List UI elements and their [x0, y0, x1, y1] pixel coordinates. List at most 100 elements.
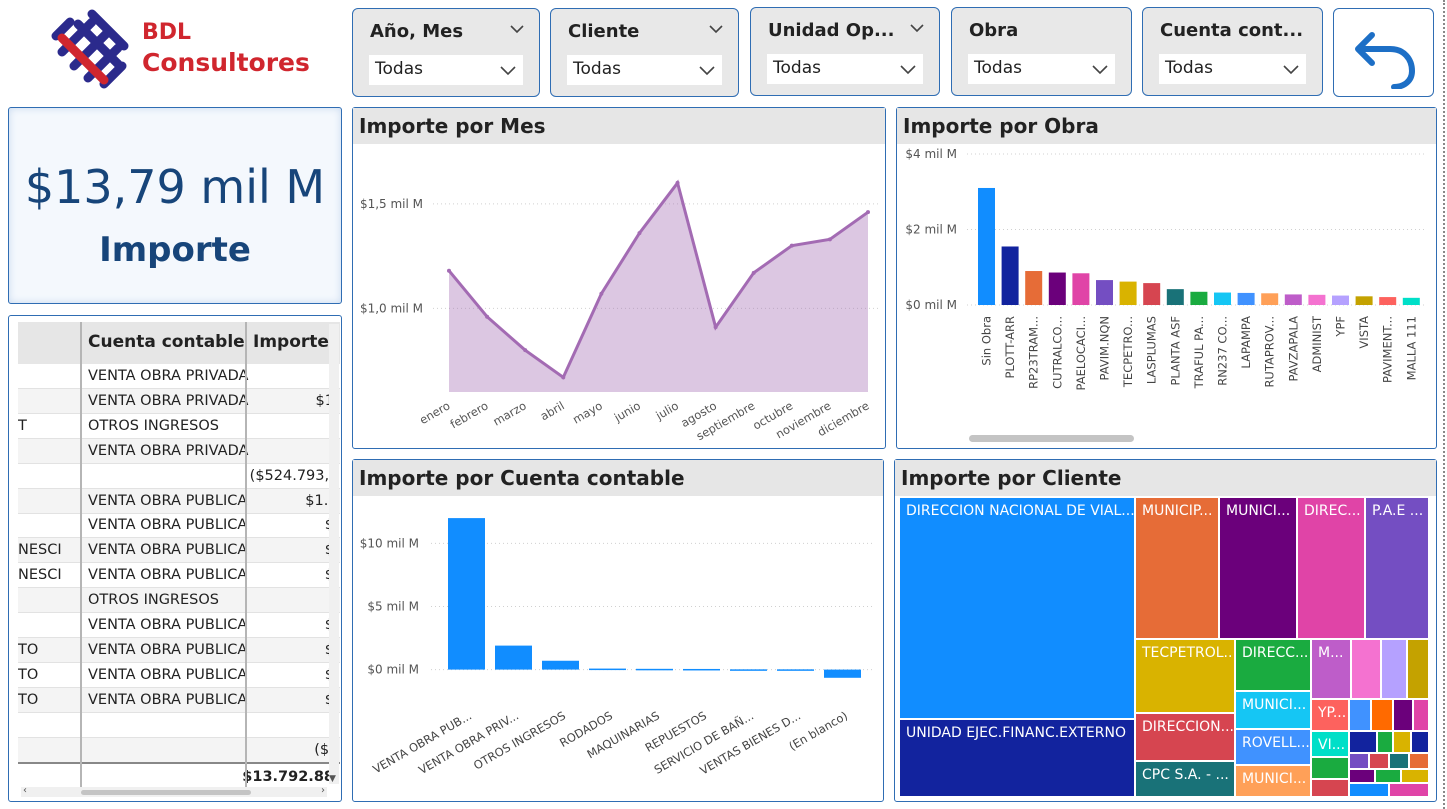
bar[interactable]	[1072, 273, 1090, 305]
filter-unidad-operativa[interactable]: Unidad Op... Todas	[750, 7, 940, 96]
treemap-cell[interactable]	[1402, 770, 1430, 784]
treemap-cell[interactable]: YP...	[1312, 700, 1350, 732]
treemap-cell[interactable]: M...	[1312, 640, 1352, 700]
filter-cuenta-contable[interactable]: Cuenta cont... Todas	[1142, 7, 1323, 96]
chevron-down-icon[interactable]	[1282, 60, 1300, 78]
chart-importe-por-mes[interactable]: Importe por Mes $1,0 mil M $1,5 mil M ener…	[352, 107, 886, 449]
table-row[interactable]: VENTA OBRA PRIVADA	[18, 438, 340, 464]
horizontal-scrollbar[interactable]	[969, 435, 1134, 442]
scroll-down-icon[interactable]: ▼	[329, 774, 336, 784]
treemap-cell[interactable]: DIRECCION NACIONAL DE VIAL...	[900, 498, 1136, 720]
treemap-cell[interactable]: MUNICI...	[1220, 498, 1298, 640]
bar[interactable]	[1119, 281, 1137, 305]
bar[interactable]	[1308, 294, 1326, 305]
table-row[interactable]: T OTROS INGRESOS	[18, 414, 340, 439]
data-point[interactable]	[485, 314, 490, 319]
bar[interactable]	[1261, 293, 1279, 305]
data-point[interactable]	[713, 325, 718, 330]
treemap-cell[interactable]: DIRECCION...	[1136, 714, 1236, 762]
treemap-cell[interactable]	[1390, 784, 1430, 798]
chevron-down-icon[interactable]	[909, 20, 925, 36]
chart-importe-por-cliente[interactable]: Importe por Cliente DIRECCION NACIONAL D…	[894, 459, 1437, 802]
data-point[interactable]	[827, 237, 832, 242]
treemap-cell[interactable]: UNIDAD EJEC.FINANC.EXTERNO	[900, 720, 1136, 798]
filter-obra[interactable]: Obra Todas	[951, 7, 1132, 96]
filter-ano-mes[interactable]: Año, Mes Todas	[352, 8, 540, 97]
data-point[interactable]	[866, 210, 870, 215]
treemap-cell[interactable]	[1350, 754, 1370, 770]
table-row[interactable]: VENTA OBRA PRIVADA $1	[18, 388, 340, 414]
bar[interactable]	[542, 660, 579, 670]
bar[interactable]	[1379, 297, 1397, 305]
data-point[interactable]	[599, 291, 604, 296]
treemap-cell[interactable]	[1412, 732, 1430, 754]
importe-table[interactable]: Cuenta contable Importe ▲ VENTA OBRA PRI…	[8, 315, 342, 802]
data-point[interactable]	[751, 270, 756, 275]
treemap[interactable]: DIRECCION NACIONAL DE VIAL... UNIDAD EJE…	[900, 498, 1430, 798]
chevron-down-icon[interactable]	[899, 60, 917, 78]
series-area[interactable]	[449, 182, 868, 392]
treemap-cell[interactable]: MUNICI...	[1236, 692, 1312, 730]
data-point[interactable]	[637, 231, 642, 236]
treemap-cell[interactable]	[1372, 700, 1394, 732]
chart-importe-por-cuenta[interactable]: Importe por Cuenta contable $0 mil M $5 m…	[352, 459, 884, 802]
column-header-importe[interactable]: Importe	[253, 332, 329, 352]
bar[interactable]	[1096, 280, 1113, 305]
horizontal-scrollbar-thumb[interactable]	[81, 790, 251, 795]
series-line[interactable]	[447, 179, 869, 380]
table-viewport[interactable]: Cuenta contable Importe ▲ VENTA OBRA PRI…	[18, 322, 340, 792]
treemap-cell[interactable]: MUNICI...	[1236, 766, 1312, 798]
bar[interactable]	[589, 668, 626, 671]
table-row[interactable]: ($524.793,:	[18, 464, 340, 489]
bar[interactable]	[1214, 292, 1231, 305]
treemap-cell[interactable]	[1350, 700, 1372, 732]
bar[interactable]	[1143, 283, 1161, 305]
horizontal-scrollbar[interactable]: ‹ ›	[21, 785, 327, 797]
scroll-right-icon[interactable]: ›	[321, 785, 325, 796]
table-row[interactable]	[18, 713, 340, 738]
treemap-cell[interactable]: ROVELL...	[1236, 730, 1312, 766]
bar-chart[interactable]: $0 mil M $2 mil M $4 mil M Sin Obra PLOTT-AR…	[897, 144, 1436, 448]
treemap-cell[interactable]	[1394, 732, 1412, 754]
treemap-cell[interactable]	[1408, 640, 1430, 700]
treemap-cell[interactable]	[1370, 754, 1390, 770]
treemap-cell[interactable]: DIREC...	[1298, 498, 1366, 640]
treemap-cell[interactable]	[1312, 780, 1350, 798]
vertical-scrollbar[interactable]: ▼	[329, 324, 339, 784]
treemap-cell[interactable]: DIRECC...	[1236, 640, 1312, 692]
data-point[interactable]	[675, 180, 680, 185]
chevron-down-icon[interactable]	[698, 61, 716, 79]
chevron-down-icon[interactable]	[708, 21, 724, 37]
table-row[interactable]: VENTA OBRA PRIVADA	[18, 364, 340, 389]
bar[interactable]	[448, 518, 485, 670]
bar[interactable]	[1025, 271, 1043, 305]
chevron-down-icon[interactable]	[1091, 60, 1109, 78]
table-row[interactable]: VENTA OBRA PUBLICA$	[18, 513, 340, 539]
chevron-down-icon[interactable]	[509, 21, 525, 37]
filter-cliente[interactable]: Cliente Todas	[550, 8, 739, 97]
treemap-cell[interactable]	[1350, 784, 1390, 798]
bar[interactable]	[1355, 296, 1373, 305]
treemap-cell[interactable]	[1350, 770, 1376, 784]
treemap-cell[interactable]	[1376, 770, 1402, 784]
bar[interactable]	[824, 669, 861, 678]
treemap-cell[interactable]	[1390, 754, 1410, 770]
bar[interactable]	[1048, 272, 1066, 305]
treemap-cell[interactable]	[1410, 754, 1430, 770]
bar[interactable]	[495, 645, 532, 670]
table-row[interactable]: ($:	[18, 737, 340, 763]
treemap-cell[interactable]: CPC S.A. - ...	[1136, 762, 1236, 798]
data-point[interactable]	[789, 243, 794, 248]
bar[interactable]	[730, 669, 767, 671]
bar[interactable]	[777, 669, 814, 671]
bar[interactable]	[1237, 292, 1255, 305]
treemap-cell[interactable]: TECPETROL...	[1136, 640, 1236, 714]
treemap-cell[interactable]: P.A.E ...	[1366, 498, 1430, 640]
filter-dropdown[interactable]: Todas	[567, 55, 722, 85]
treemap-cell[interactable]	[1414, 700, 1430, 732]
bar[interactable]	[683, 668, 720, 671]
